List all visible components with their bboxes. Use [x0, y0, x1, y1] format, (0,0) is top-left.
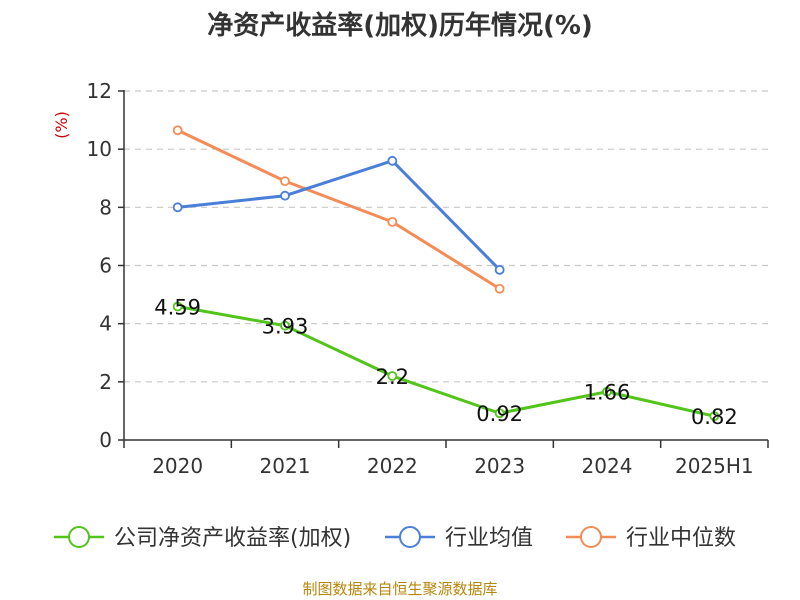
series-group [172, 125, 720, 422]
data-point [494, 408, 505, 419]
data-point [602, 386, 612, 397]
legend-swatch-marker [68, 526, 90, 548]
y-tick-label: 0 [99, 428, 112, 452]
data-point [387, 371, 398, 381]
source-note: 制图数据来自恒生聚源数据库 [302, 580, 497, 598]
data-point [280, 176, 290, 187]
y-tick-label: 2 [99, 370, 112, 394]
y-axis-unit: (%) [52, 111, 71, 139]
data-label: 0.92 [476, 402, 523, 426]
x-tick-label: 2022 [367, 454, 418, 478]
y-tick-label: 12 [87, 79, 112, 103]
y-tick-label: 8 [99, 195, 112, 219]
data-labels: 4.59 3.93 2.2 0.92 1.66 0.82 [154, 296, 737, 430]
data-point [280, 320, 290, 331]
y-tick-label: 6 [99, 254, 112, 278]
axes: 0 2 4 6 8 10 12 2020 2021 2022 2023 2024 2025H1 [87, 79, 769, 478]
data-label: 3.93 [262, 315, 309, 339]
data-point [494, 283, 505, 294]
legend-swatch-marker [580, 526, 602, 548]
data-point [172, 202, 183, 213]
chart-title: 净资产收益率(加权)历年情况(%) [207, 10, 593, 41]
data-point [494, 264, 505, 275]
y-tick-label: 10 [87, 137, 112, 161]
data-point [280, 190, 290, 201]
legend-label: 公司净资产收益率(加权) [114, 526, 351, 551]
series-line [177, 128, 501, 291]
x-tick-label: 2021 [260, 454, 311, 478]
data-point [387, 155, 398, 166]
data-point [709, 411, 720, 422]
legend-label: 行业均值 [445, 526, 533, 551]
x-tick-label: 2020 [152, 454, 203, 478]
data-point [172, 301, 183, 312]
legend-swatch-marker [399, 526, 421, 548]
data-label: 2.2 [376, 365, 409, 389]
x-tick-label: 2025H1 [675, 454, 754, 478]
grid [124, 90, 768, 383]
data-label: 1.66 [584, 381, 631, 405]
data-label: 0.82 [691, 405, 738, 429]
x-tick-label: 2023 [474, 454, 525, 478]
data-point [172, 125, 183, 136]
x-tick-label: 2024 [582, 454, 633, 478]
data-point [387, 216, 398, 227]
data-label: 4.59 [154, 296, 201, 320]
y-tick-label: 4 [99, 312, 112, 336]
series-line [177, 305, 715, 418]
series-line [177, 159, 501, 271]
legend-label: 行业中位数 [626, 526, 736, 551]
legend[interactable]: 公司净资产收益率(加权) 行业均值 行业中位数 [54, 526, 736, 551]
